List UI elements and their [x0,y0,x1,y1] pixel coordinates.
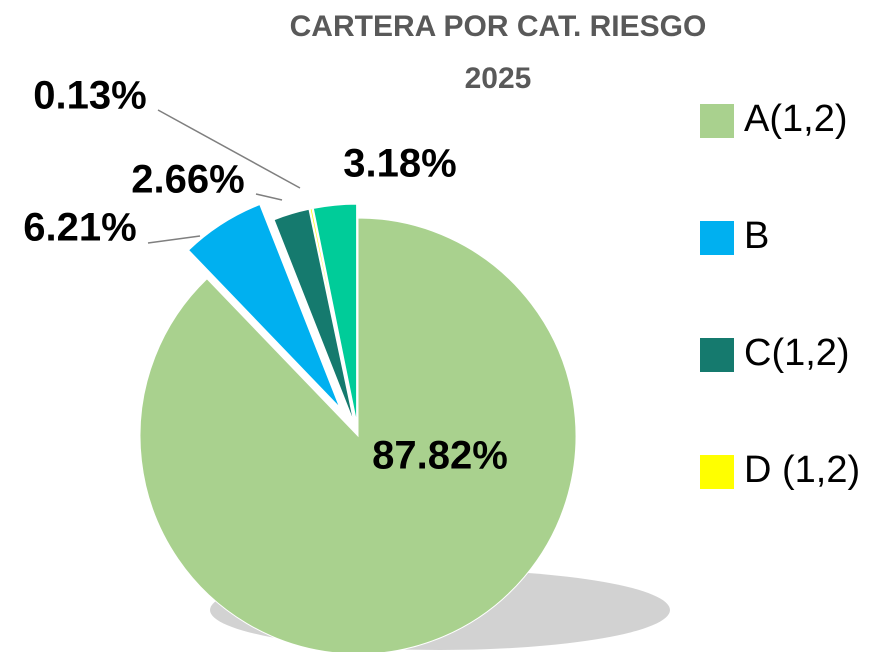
leader-line [157,109,301,189]
legend-item: C(1,2) [700,324,875,441]
chart-title: CARTERA POR CAT. RIESGO [290,10,707,43]
data-label: 6.21% [23,206,136,250]
legend: A(1,2) B C(1,2) D (1,2) [700,90,875,558]
pie-slice [139,217,577,652]
pie-slice [309,208,356,423]
legend-swatch [700,338,734,372]
chart-subtitle: 2025 [465,62,532,95]
legend-label: B [744,215,770,257]
legend-item: A(1,2) [700,90,875,207]
legend-item: D (1,2) [700,441,875,558]
data-label: 87.82% [372,434,508,478]
legend-item: B [700,207,875,324]
legend-label: C(1,2) [744,332,850,374]
legend-label: D (1,2) [744,449,861,491]
data-label: 3.18% [343,142,456,186]
data-label: 0.13% [33,74,146,118]
legend-swatch [700,221,734,255]
legend-swatch [700,104,734,138]
leader-line [147,235,201,244]
legend-label: A(1,2) [744,98,848,140]
legend-swatch [700,455,734,489]
pie-slice [273,208,355,423]
pie-slice [187,203,341,408]
leader-line [255,193,283,201]
pie-slice [312,203,358,423]
data-label: 2.66% [131,158,244,202]
